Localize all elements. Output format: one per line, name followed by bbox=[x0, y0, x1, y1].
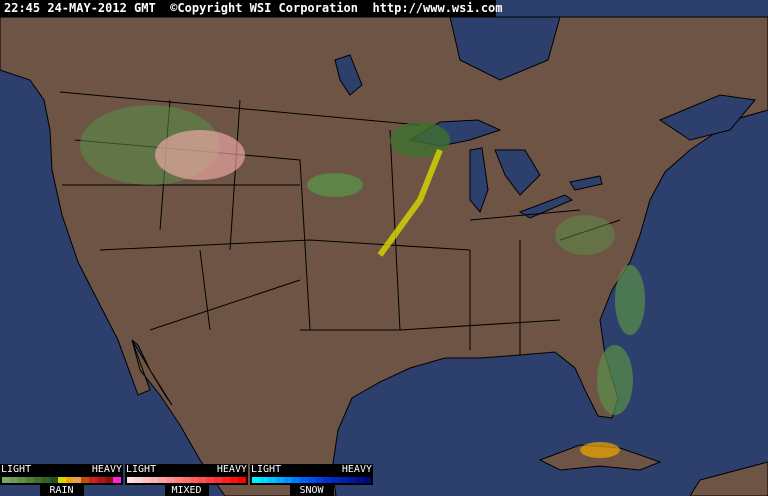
legend-swatch bbox=[142, 477, 151, 483]
legend-swatch bbox=[230, 477, 239, 483]
legend-light-label: LIGHT bbox=[251, 464, 282, 475]
legend-swatch bbox=[252, 477, 260, 483]
legend-name: MIXED bbox=[164, 485, 209, 496]
lake-winnipeg bbox=[334, 54, 363, 96]
legend-swatch bbox=[190, 477, 199, 483]
legend-rain: LIGHT HEAVY RAIN bbox=[0, 464, 123, 496]
sea-of-cortez bbox=[131, 339, 173, 406]
legend-name: SNOW bbox=[289, 485, 334, 496]
radar-echo-minnesota bbox=[390, 122, 450, 158]
legend-light-label: LIGHT bbox=[126, 464, 157, 475]
legend-swatch bbox=[73, 477, 82, 483]
radar-echo-florida bbox=[597, 345, 633, 415]
radar-echo-squall-line bbox=[377, 148, 443, 257]
lake-erie bbox=[518, 194, 574, 219]
radar-echo-mixed-rockies bbox=[155, 130, 245, 180]
legend-light-label: LIGHT bbox=[1, 464, 32, 475]
legend-swatch bbox=[65, 477, 74, 483]
legend-swatch bbox=[222, 477, 231, 483]
legend-swatch bbox=[17, 477, 26, 483]
legend-swatch bbox=[291, 477, 300, 483]
legend-swatch bbox=[355, 477, 364, 483]
legend-swatch bbox=[134, 477, 143, 483]
gulf-st-lawrence bbox=[658, 94, 756, 141]
legend-heavy-label: HEAVY bbox=[341, 464, 372, 475]
legend-swatch bbox=[323, 477, 332, 483]
legend-swatch bbox=[182, 477, 191, 483]
legend-swatch bbox=[89, 477, 98, 483]
radar-echoes bbox=[80, 105, 645, 458]
legend-swatch bbox=[214, 477, 223, 483]
legend-swatch bbox=[174, 477, 183, 483]
legend-swatch bbox=[267, 477, 276, 483]
legend-mixed: LIGHT HEAVY MIXED bbox=[125, 464, 248, 496]
land-north-america bbox=[0, 16, 768, 496]
legend-swatch bbox=[347, 477, 356, 483]
legend-swatch bbox=[339, 477, 348, 483]
legend-swatch bbox=[33, 477, 42, 483]
legend-swatch bbox=[57, 477, 66, 483]
legend-swatch bbox=[315, 477, 324, 483]
legend-swatch bbox=[331, 477, 340, 483]
legend-swatch bbox=[9, 477, 18, 483]
legend-swatch bbox=[150, 477, 159, 483]
legend-swatch bbox=[363, 477, 372, 483]
legend-color-bar bbox=[250, 475, 373, 485]
lake-ontario bbox=[569, 175, 603, 191]
legend-swatch bbox=[49, 477, 58, 483]
legend-swatch bbox=[299, 477, 308, 483]
legend-swatch bbox=[259, 477, 268, 483]
legend-swatch bbox=[97, 477, 106, 483]
legend-swatch bbox=[283, 477, 292, 483]
radar-echo-carolinas bbox=[615, 265, 645, 335]
lake-huron bbox=[494, 149, 541, 196]
legend-swatch bbox=[238, 477, 247, 483]
legend-swatch bbox=[113, 477, 122, 483]
legend-swatch bbox=[198, 477, 207, 483]
legend-swatch bbox=[2, 477, 10, 483]
lake-michigan bbox=[469, 147, 489, 213]
radar-echo-dakotas bbox=[307, 173, 363, 197]
legend-swatch bbox=[206, 477, 215, 483]
radar-echo-east bbox=[555, 215, 615, 255]
legend-heavy-label: HEAVY bbox=[216, 464, 247, 475]
legend-heavy-label: HEAVY bbox=[91, 464, 122, 475]
legend-swatch bbox=[105, 477, 114, 483]
legend-swatch bbox=[25, 477, 34, 483]
hudson-bay bbox=[449, 16, 561, 81]
water-bodies bbox=[131, 16, 756, 406]
land-yucatan-cuba bbox=[538, 444, 768, 496]
timestamp-copyright-header: 22:45 24-MAY-2012 GMT ©Copyright WSI Cor… bbox=[0, 0, 503, 17]
legend-snow: LIGHT HEAVY SNOW bbox=[250, 464, 373, 496]
legend-color-bar bbox=[0, 475, 123, 485]
legend-swatch bbox=[81, 477, 90, 483]
legend-swatch bbox=[127, 477, 135, 483]
legend-swatch bbox=[275, 477, 284, 483]
legend-swatch bbox=[166, 477, 175, 483]
legend-swatch bbox=[158, 477, 167, 483]
legend-swatch bbox=[307, 477, 316, 483]
legend-name: RAIN bbox=[39, 485, 84, 496]
legend-color-bar bbox=[125, 475, 248, 485]
legend-swatch bbox=[41, 477, 50, 483]
radar-echo-cuba bbox=[580, 442, 620, 458]
